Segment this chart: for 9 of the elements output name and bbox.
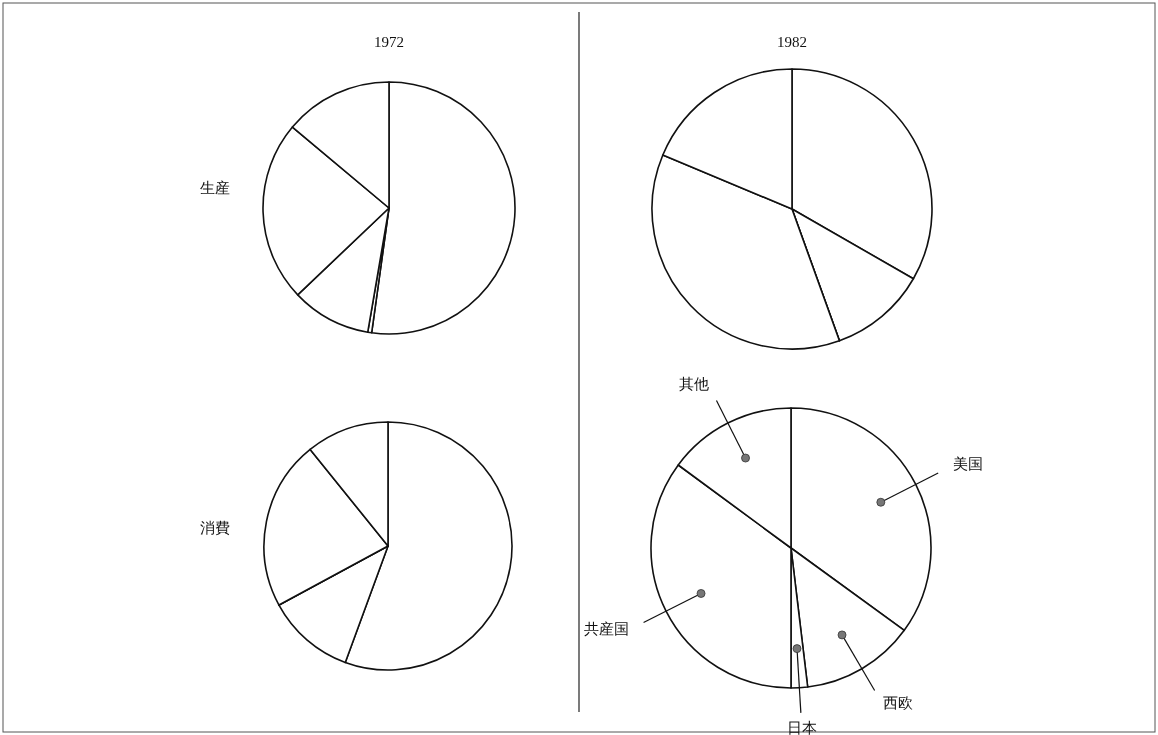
slice-label: 共産国 bbox=[583, 620, 629, 637]
slice-label: 日本 bbox=[786, 720, 817, 735]
slice-label: 其他 bbox=[678, 376, 709, 393]
chart-title: 1972 bbox=[374, 34, 404, 51]
text: 消費 bbox=[200, 520, 230, 537]
slice-label: 美国 bbox=[953, 455, 984, 472]
slice-label: 西欧 bbox=[883, 695, 914, 712]
chart-title: 1982 bbox=[777, 34, 807, 51]
text: 生産 bbox=[200, 180, 230, 197]
